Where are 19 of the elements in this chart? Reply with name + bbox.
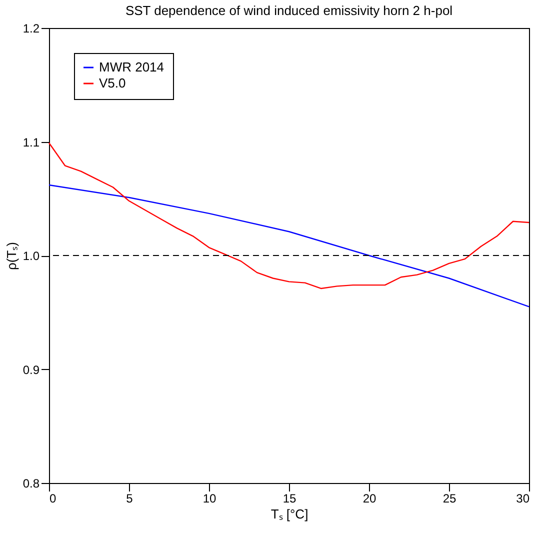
x-axis-title: Tₛ [°C] [270,506,308,522]
line-series [48,142,530,290]
y-tick-label: 1.0 [22,249,40,263]
x-tick-label: 20 [362,492,376,506]
x-tick-label: 0 [50,492,56,506]
y-tick-label: 1.2 [22,22,40,36]
legend-label: V5.0 [99,76,126,90]
legend-label: MWR 2014 [99,60,164,74]
y-axis-title: ρ(Tₛ) [4,242,19,270]
x-tick-label: 5 [126,492,134,506]
x-tick-label: 10 [202,492,216,506]
chart-title: SST dependence of wind induced emissivity horn 2 h-pol [125,3,453,18]
x-tick-label: 15 [282,492,296,506]
y-tick-label: 0.8 [22,476,40,490]
x-tick-label: 30 [516,492,530,506]
line-series [48,184,530,308]
x-tick-label: 25 [442,492,456,506]
y-tick-label: 1.1 [22,135,40,150]
y-tick-label: 0.9 [22,362,40,377]
